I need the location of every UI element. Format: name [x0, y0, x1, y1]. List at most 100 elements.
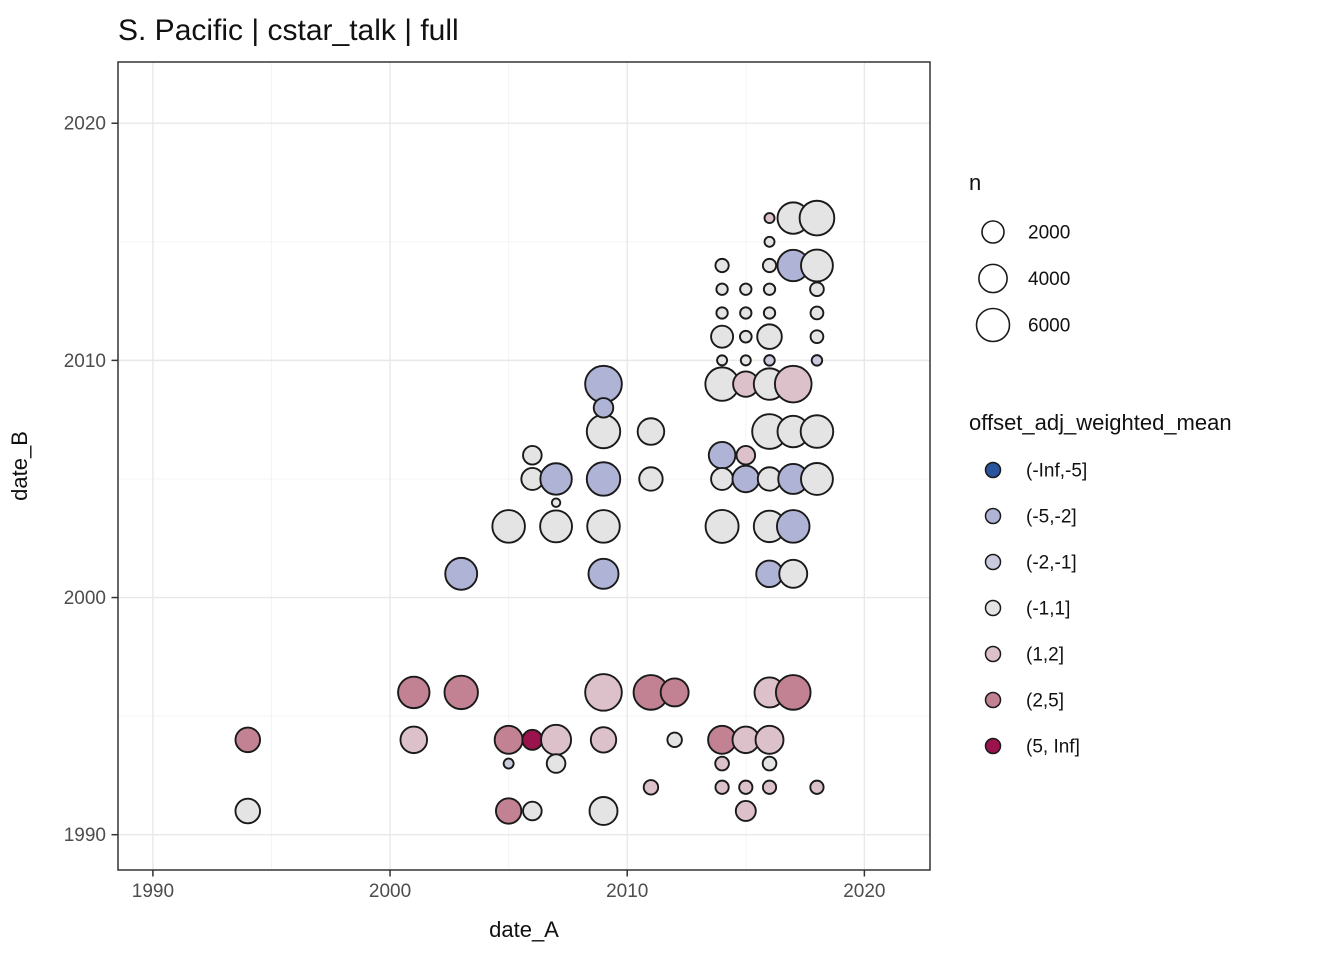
data-point: [773, 364, 813, 404]
color-legend-label: (-1,1]: [1026, 599, 1070, 620]
y-tick-label: 2000: [64, 588, 106, 609]
data-point: [444, 556, 479, 591]
data-point: [399, 725, 429, 755]
data-point: [798, 199, 836, 237]
data-point: [397, 675, 431, 710]
data-point: [809, 281, 825, 298]
y-tick-label: 1990: [64, 825, 106, 846]
axes: 1990 2000 2010 2020 1990 2000 2010 2020: [64, 61, 931, 902]
data-point: [775, 509, 811, 544]
data-point: [638, 466, 664, 492]
y-tick-label: 2020: [64, 114, 106, 135]
data-point: [585, 461, 622, 497]
data-point: [539, 509, 573, 544]
size-legend-label: 4000: [1028, 269, 1070, 290]
data-point: [540, 723, 573, 756]
data-point: [800, 248, 834, 283]
data-point: [642, 779, 660, 796]
data-point: [666, 731, 683, 749]
data-point: [809, 305, 825, 321]
data-point: [443, 674, 479, 711]
data-point: [592, 397, 615, 419]
size-legend-label: 2000: [1028, 223, 1070, 244]
size-legend-key: [975, 307, 1011, 343]
data-point: [636, 417, 666, 446]
size-legend-key: [978, 263, 1008, 294]
data-point: [809, 779, 825, 795]
data-point: [494, 797, 523, 825]
data-point: [715, 306, 729, 320]
data-point: [731, 464, 761, 494]
data-point: [584, 673, 623, 712]
data-point: [738, 329, 753, 344]
data-point: [800, 462, 834, 496]
y-axis-title: date_B: [7, 431, 32, 501]
data-point: [704, 508, 740, 544]
data-point: [735, 444, 757, 466]
size-legend-title: n: [969, 170, 981, 195]
data-point: [588, 796, 619, 826]
data-point: [522, 800, 543, 822]
color-legend-key: [984, 507, 1002, 525]
color-legend-label: (-5,-2]: [1026, 507, 1077, 528]
data-point: [810, 354, 824, 367]
data-point: [714, 257, 730, 274]
color-legend-key: [984, 737, 1002, 755]
data-point: [521, 728, 544, 751]
data-point: [234, 726, 262, 754]
color-legend-title: offset_adj_weighted_mean: [969, 410, 1232, 435]
color-legend-key: [984, 461, 1002, 479]
data-point: [774, 674, 812, 711]
data-point: [799, 414, 835, 449]
data-points: [234, 199, 836, 826]
data-point: [761, 755, 778, 772]
size-legend-key: [981, 220, 1005, 244]
data-point: [659, 677, 690, 708]
data-point: [761, 779, 778, 795]
data-point: [739, 306, 753, 320]
color-legend-label: (2,5]: [1026, 691, 1064, 712]
x-tick-label: 1990: [132, 881, 174, 902]
chart-title: S. Pacific | cstar_talk | full: [118, 14, 459, 47]
data-point: [763, 235, 776, 248]
data-point: [738, 779, 754, 795]
data-point: [762, 306, 777, 320]
data-point: [522, 444, 543, 466]
color-legend-label: (5, Inf]: [1026, 737, 1080, 758]
data-point: [589, 726, 618, 754]
data-point: [707, 441, 737, 470]
data-point: [716, 354, 729, 367]
data-point: [714, 779, 730, 795]
color-legend-key: [984, 553, 1002, 571]
color-legend-key: [984, 645, 1002, 663]
data-point: [585, 413, 622, 450]
color-legend-key: [984, 599, 1002, 617]
data-point: [587, 557, 620, 590]
data-point: [739, 354, 752, 367]
data-point: [714, 755, 730, 772]
color-legend-label: (-Inf,-5]: [1026, 461, 1087, 482]
y-tick-label: 2010: [64, 351, 106, 372]
data-point: [539, 462, 573, 496]
data-point: [734, 800, 757, 822]
x-tick-label: 2020: [843, 881, 885, 902]
data-point: [234, 797, 262, 825]
data-point: [762, 282, 777, 296]
data-point: [739, 282, 753, 296]
x-axis-title: date_A: [489, 917, 559, 942]
data-point: [586, 509, 621, 544]
data-point: [491, 509, 526, 544]
color-legend-label: (1,2]: [1026, 645, 1064, 666]
data-point: [715, 282, 729, 296]
panel-border: [117, 61, 931, 871]
data-point: [809, 329, 825, 345]
data-point: [754, 724, 785, 755]
data-point: [756, 323, 783, 350]
data-point: [493, 724, 524, 755]
legends: 2000 4000 6000 (-Inf,-5] (-5,-2] (-2,-1] (-1,1…: [975, 220, 1087, 758]
data-point: [763, 212, 776, 225]
data-point: [545, 753, 567, 774]
size-legend-label: 6000: [1028, 316, 1070, 337]
